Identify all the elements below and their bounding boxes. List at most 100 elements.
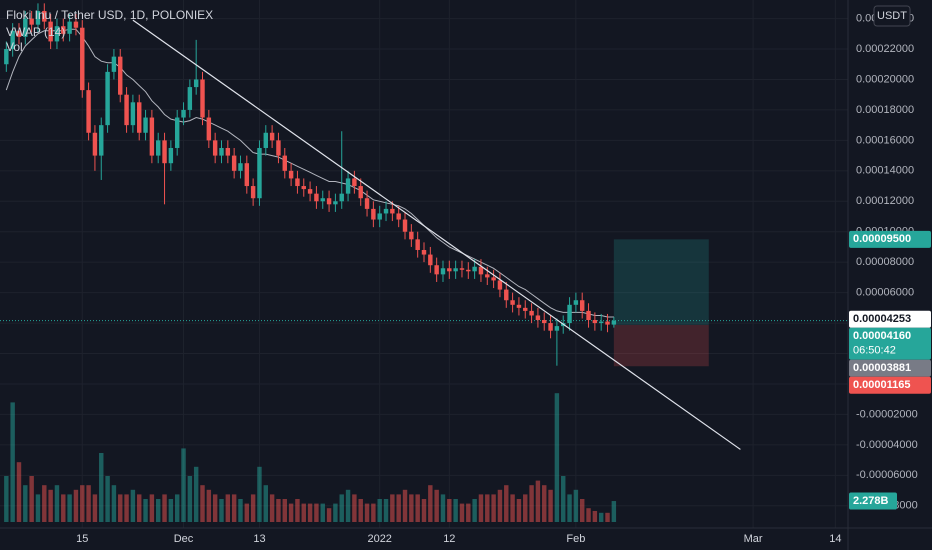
candle-body	[206, 117, 212, 141]
volume-bar	[238, 499, 243, 522]
candle-body	[124, 94, 129, 126]
y-tick-label: 0.00006000	[856, 287, 914, 299]
price-label-box	[849, 359, 931, 377]
volume-bar	[478, 494, 484, 522]
volume-label: 2.278B	[853, 495, 889, 507]
candle-body	[396, 213, 401, 220]
candle-body	[383, 208, 389, 214]
volume-bar	[193, 466, 199, 522]
candle-body	[295, 178, 300, 187]
volume-bar	[54, 485, 60, 522]
volume-bar	[567, 494, 572, 522]
volume-bar	[276, 499, 281, 522]
currency-button[interactable]	[873, 5, 911, 27]
candle-body	[10, 30, 15, 50]
candle-body	[219, 147, 224, 156]
volume-bar	[542, 485, 547, 522]
candle-body	[529, 310, 534, 316]
price-label-box	[849, 230, 931, 248]
volume-bar	[67, 494, 72, 522]
volume-bar	[16, 462, 22, 522]
volume-bar	[326, 508, 332, 522]
candle-body	[535, 315, 541, 321]
volume-bar	[295, 499, 300, 522]
currency-label[interactable]: USDT	[877, 10, 907, 22]
price-label-box	[849, 376, 931, 394]
candle-body	[86, 90, 91, 133]
price-pane	[0, 3, 848, 450]
candle-body	[478, 266, 484, 275]
volume-bar	[35, 494, 41, 522]
candle-body	[548, 323, 553, 331]
candle-body	[314, 193, 319, 202]
volume-bar	[390, 494, 395, 522]
volume-bar	[288, 503, 294, 522]
candle-body	[542, 320, 547, 324]
volume-bar	[206, 489, 212, 522]
candle-body	[155, 140, 161, 156]
candle-body	[67, 21, 72, 34]
y-tick-label: 0.00008000	[856, 256, 914, 268]
candle-body	[307, 189, 313, 194]
candle-body	[92, 132, 98, 156]
volume-bar	[29, 476, 34, 522]
volume-bar	[339, 494, 344, 522]
candle-body	[434, 265, 439, 275]
position-profit-zone	[613, 239, 709, 325]
volume-bar	[421, 499, 427, 522]
volume-bar	[472, 499, 477, 522]
price-label: 0.00003881	[853, 362, 911, 374]
volume-bar	[149, 494, 155, 522]
candle-body	[282, 155, 287, 171]
candle-body	[339, 193, 344, 202]
candle-body	[288, 170, 294, 179]
candle-body	[257, 147, 262, 199]
candle-body	[472, 266, 477, 272]
volume-bar	[320, 503, 325, 522]
candle-body	[567, 304, 572, 324]
volume-bar	[377, 499, 382, 522]
candle-body	[187, 87, 193, 110]
candle-body	[193, 79, 199, 88]
volume-bar	[92, 494, 98, 522]
candle-body	[573, 300, 579, 305]
candle-body	[200, 79, 205, 118]
volume-bar	[168, 499, 174, 522]
y-tick-label: 0.00020000	[856, 73, 914, 85]
volume-bar	[523, 494, 528, 522]
candle-body	[54, 26, 60, 42]
volume-bar	[497, 489, 503, 522]
volume-bar	[137, 494, 142, 522]
x-tick-label: 12	[443, 533, 455, 545]
volume-bar	[504, 485, 509, 522]
candle-body	[269, 132, 275, 141]
volume-bar	[529, 485, 534, 522]
candle-body	[238, 163, 243, 171]
candle-body	[592, 320, 598, 324]
volume-bar	[174, 494, 180, 522]
volume-bar	[130, 489, 136, 522]
volume-bar	[371, 503, 376, 522]
vwap-line	[5, 28, 614, 318]
candle-body	[390, 208, 395, 214]
volume-bar	[586, 508, 591, 522]
volume-bar	[282, 499, 287, 522]
volume-bar	[573, 489, 579, 522]
volume-bar	[181, 448, 186, 522]
volume-bar	[212, 494, 218, 522]
candle-body	[377, 213, 382, 220]
volume-bar	[383, 499, 389, 522]
chart-title: Floki Inu / Tether USD, 1D, POLONIEX	[6, 8, 213, 22]
volume-bar	[225, 494, 231, 522]
volume-bar	[352, 494, 357, 522]
volume-bar	[48, 489, 53, 522]
x-tick-label: 13	[253, 533, 265, 545]
candle-body	[598, 321, 604, 324]
price-label: 0.00001165	[853, 379, 911, 391]
volume-bar	[605, 512, 610, 522]
volume-bar	[118, 494, 123, 522]
volume-bar	[105, 476, 110, 522]
volume-bar	[263, 485, 269, 522]
volume-bar	[231, 494, 237, 522]
